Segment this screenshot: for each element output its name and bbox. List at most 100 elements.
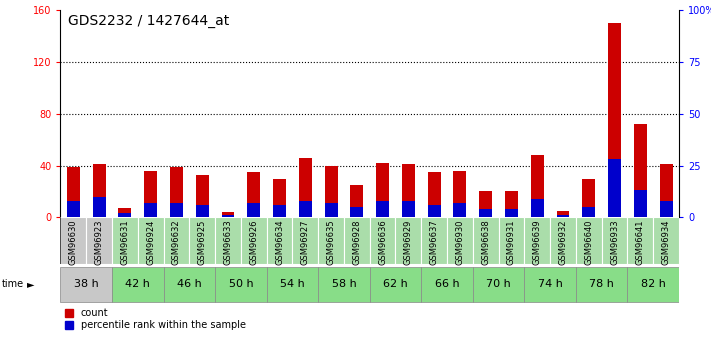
- Bar: [344, 217, 370, 264]
- Bar: [299, 158, 311, 217]
- Bar: [351, 207, 363, 217]
- Bar: [112, 267, 164, 302]
- Bar: [479, 209, 492, 217]
- Text: GSM96634: GSM96634: [275, 220, 284, 265]
- Bar: [267, 217, 292, 264]
- Text: 58 h: 58 h: [331, 279, 356, 289]
- Bar: [299, 201, 311, 217]
- Bar: [170, 203, 183, 217]
- Bar: [531, 155, 544, 217]
- Bar: [421, 267, 473, 302]
- Bar: [222, 212, 235, 217]
- Text: GSM96638: GSM96638: [481, 220, 490, 265]
- Text: GSM96929: GSM96929: [404, 220, 413, 265]
- Bar: [164, 217, 189, 264]
- Bar: [86, 217, 112, 264]
- Bar: [92, 197, 105, 217]
- Bar: [376, 163, 389, 217]
- Text: GSM96641: GSM96641: [636, 220, 645, 265]
- Bar: [582, 179, 595, 217]
- Text: GSM96927: GSM96927: [301, 220, 310, 265]
- Text: GSM96633: GSM96633: [223, 220, 232, 265]
- Bar: [325, 166, 338, 217]
- Bar: [402, 201, 415, 217]
- Text: 54 h: 54 h: [280, 279, 305, 289]
- Bar: [164, 267, 215, 302]
- Bar: [376, 201, 389, 217]
- Bar: [267, 267, 319, 302]
- Bar: [608, 159, 621, 217]
- Text: GSM96933: GSM96933: [610, 220, 619, 265]
- Text: time: time: [1, 279, 23, 289]
- Text: GSM96640: GSM96640: [584, 220, 593, 265]
- Legend: count, percentile rank within the sample: count, percentile rank within the sample: [65, 308, 246, 331]
- Bar: [247, 172, 260, 217]
- Bar: [627, 267, 679, 302]
- Bar: [447, 217, 473, 264]
- Bar: [189, 217, 215, 264]
- Bar: [473, 267, 524, 302]
- Bar: [428, 205, 441, 217]
- Text: 46 h: 46 h: [177, 279, 202, 289]
- Bar: [557, 211, 570, 217]
- Bar: [325, 203, 338, 217]
- Bar: [498, 217, 524, 264]
- Bar: [454, 171, 466, 217]
- Bar: [550, 217, 576, 264]
- Text: GSM96636: GSM96636: [378, 220, 387, 265]
- Bar: [170, 167, 183, 217]
- Bar: [473, 217, 498, 264]
- Bar: [215, 217, 241, 264]
- Bar: [112, 217, 138, 264]
- Bar: [402, 164, 415, 217]
- Text: GSM96639: GSM96639: [533, 220, 542, 265]
- Bar: [428, 172, 441, 217]
- Bar: [144, 203, 157, 217]
- Bar: [634, 124, 647, 217]
- Bar: [602, 217, 627, 264]
- Bar: [505, 191, 518, 217]
- Bar: [119, 208, 132, 217]
- Bar: [60, 217, 86, 264]
- Text: 70 h: 70 h: [486, 279, 511, 289]
- Bar: [273, 205, 286, 217]
- Bar: [557, 215, 570, 217]
- Bar: [196, 175, 208, 217]
- Text: GSM96925: GSM96925: [198, 220, 207, 265]
- Bar: [395, 217, 421, 264]
- Bar: [505, 209, 518, 217]
- Text: GSM96923: GSM96923: [95, 220, 104, 265]
- Text: 82 h: 82 h: [641, 279, 665, 289]
- Text: GSM96932: GSM96932: [559, 220, 567, 265]
- Bar: [292, 217, 318, 264]
- Text: GSM96630: GSM96630: [69, 220, 77, 265]
- Bar: [196, 205, 208, 217]
- Text: GSM96934: GSM96934: [662, 220, 670, 265]
- Bar: [241, 217, 267, 264]
- Text: 42 h: 42 h: [125, 279, 150, 289]
- Text: 50 h: 50 h: [228, 279, 253, 289]
- Bar: [318, 217, 344, 264]
- Bar: [370, 267, 421, 302]
- Text: GSM96924: GSM96924: [146, 220, 155, 265]
- Bar: [653, 217, 679, 264]
- Text: GSM96930: GSM96930: [456, 220, 464, 265]
- Bar: [318, 267, 370, 302]
- Bar: [351, 185, 363, 217]
- Text: 78 h: 78 h: [589, 279, 614, 289]
- Text: GDS2232 / 1427644_at: GDS2232 / 1427644_at: [68, 14, 229, 28]
- Bar: [247, 203, 260, 217]
- Bar: [215, 267, 267, 302]
- Bar: [582, 207, 595, 217]
- Bar: [627, 217, 653, 264]
- Bar: [524, 217, 550, 264]
- Bar: [273, 179, 286, 217]
- Text: 62 h: 62 h: [383, 279, 408, 289]
- Bar: [67, 201, 80, 217]
- Bar: [634, 190, 647, 217]
- Bar: [138, 217, 164, 264]
- Bar: [92, 164, 105, 217]
- Bar: [370, 217, 395, 264]
- Bar: [531, 199, 544, 217]
- Text: 66 h: 66 h: [434, 279, 459, 289]
